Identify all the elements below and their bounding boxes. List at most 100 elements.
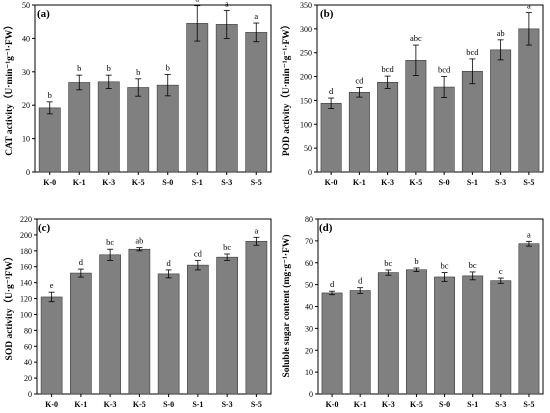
significance-letter: d [79,257,84,267]
bar [518,28,540,173]
x-tick-label: K-0 [325,178,338,187]
y-tick-label: 60 [24,342,32,351]
y-tick-label: 350 [300,1,312,10]
y-tick-label: 250 [300,49,312,58]
significance-letter: bcd [438,65,451,75]
y-tick-label: 40 [24,358,32,367]
bar [128,248,151,395]
plot-frame [316,4,544,173]
y-tick-label: 0 [308,168,312,177]
bar [216,256,238,395]
bar [377,81,399,173]
significance-letter: b [48,90,52,100]
y-tick-label: 120 [20,295,32,304]
bar [434,276,455,395]
x-tick-label: S-3 [495,400,506,409]
y-tick-label: 100 [20,310,32,319]
bar [490,280,512,395]
y-tick-label: 220 [20,215,32,224]
significance-letter: d [167,258,172,268]
x-tick-label: S-3 [221,178,232,187]
y-tick-label: 40 [305,303,313,312]
significance-letter: bc [106,237,114,247]
significance-letter: bc [384,258,392,268]
x-tick-label: S-5 [251,178,262,187]
panel-label: (b) [320,8,334,20]
y-axis-label: Soluble sugar content (mg·g⁻¹·FW) [281,234,292,377]
significance-letter: b [77,63,81,73]
x-tick-label: K-0 [326,400,339,409]
x-tick-label: S-5 [523,178,534,187]
y-tick-label: 50 [305,281,313,290]
significance-letter: a [254,11,258,21]
significance-letter: a [254,225,258,235]
significance-letter: c [499,266,503,276]
y-tick-label: 180 [20,247,32,256]
x-tick-label: S-1 [467,400,478,409]
y-tick-label: 30 [305,324,313,333]
significance-letter: cd [355,76,364,86]
x-tick-label: K-1 [354,400,367,409]
bar [186,23,209,173]
x-tick-label: K-5 [133,400,146,409]
bar [462,275,484,395]
significance-letter: a [527,1,531,11]
significance-letter: cd [194,248,203,258]
bar [349,290,371,395]
x-tick-label: K-3 [102,178,115,187]
bar [187,264,209,395]
x-tick-label: S-0 [439,400,450,409]
y-tick-label: 60 [305,259,313,268]
y-tick-label: 150 [300,96,312,105]
x-tick-label: K-3 [104,400,117,409]
bar [461,71,483,173]
x-tick-label: S-5 [523,400,534,409]
y-axis-label: SOD activity（U·g⁻¹FW） [3,252,15,361]
bar [377,272,399,395]
plot-frame [34,4,272,173]
bar [40,296,63,395]
x-tick-label: S-0 [162,178,173,187]
significance-letter: b [136,67,140,77]
x-tick-label: K-0 [45,400,58,409]
x-tick-label: S-0 [163,400,174,409]
plot-frame [36,218,272,395]
y-tick-label: 50 [304,144,312,153]
bar [156,84,179,173]
y-tick-label: 200 [300,73,312,82]
x-tick-label: K-1 [353,178,366,187]
y-tick-label: 20 [22,101,30,110]
x-tick-label: S-1 [192,400,203,409]
bar [321,292,343,395]
y-tick-label: 20 [24,374,32,383]
y-tick-label: 30 [22,68,30,77]
significance-letter: bc [441,261,449,271]
y-tick-label: 200 [20,231,32,240]
bar [406,269,427,395]
x-tick-label: S-5 [251,400,262,409]
significance-letter: ab [497,28,505,38]
y-tick-label: 0 [28,390,32,399]
bar [38,107,61,173]
panel-b: 0 50 100 150 200 250 300 350 d K-0 cd K-1 bcd K-3 abc K… [280,1,544,187]
y-tick-label: 10 [22,135,30,144]
y-axis-label: CAT activity（U·min⁻¹g⁻¹·FW） [3,20,15,155]
x-tick-label: S-3 [222,400,233,409]
y-tick-label: 40 [22,34,30,43]
y-tick-label: 80 [305,215,313,224]
y-tick-label: 10 [305,368,313,377]
bar [127,87,150,173]
significance-letter: ab [135,236,143,246]
significance-letter: bc [469,260,477,270]
significance-letter: d [358,276,363,286]
panel-c: 0 20 40 60 80 100 120 140 160 180 200 220 e K-0 d K-1 bc… [3,215,272,409]
y-tick-label: 300 [300,25,312,34]
significance-letter: bcd [466,47,479,57]
x-tick-label: K-5 [132,178,145,187]
bar [245,32,268,173]
x-tick-label: K-1 [74,400,87,409]
x-tick-label: K-3 [381,178,394,187]
x-tick-label: K-3 [382,400,395,409]
y-tick-label: 50 [22,1,30,10]
x-tick-label: S-3 [495,178,506,187]
